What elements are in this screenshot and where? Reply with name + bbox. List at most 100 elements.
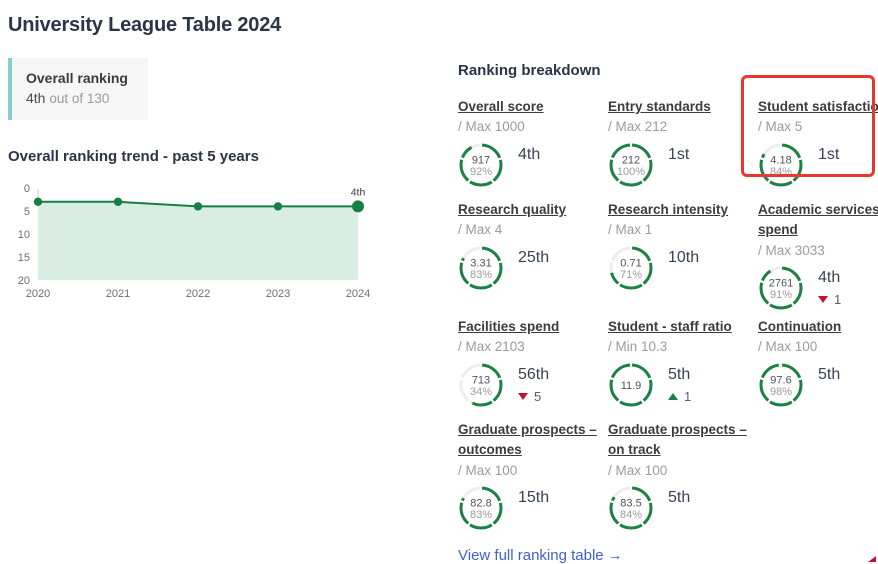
change-amount: 5 [534, 388, 542, 404]
metric-max-label: / Max 5 [758, 119, 803, 135]
svg-text:713: 713 [472, 374, 490, 386]
metric-rank: 5th [668, 489, 691, 507]
metric-card: Student - staff ratio / Min 10.3 11.9 5t… [608, 317, 758, 414]
metric-title-link[interactable]: Research intensity [608, 202, 729, 217]
metric-rank: 25th [518, 248, 550, 266]
metric-rank: 56th [518, 365, 550, 383]
metric-gauge: 11.9 [608, 361, 654, 408]
down-triangle-icon [518, 392, 528, 400]
metric-title-link[interactable]: Facilities spend [458, 319, 560, 335]
metric-card: Research quality / Max 4 3.31 83% 25th [458, 200, 608, 311]
metric-title-link[interactable]: Research quality [458, 202, 567, 217]
svg-text:212: 212 [622, 154, 640, 166]
metric-gauge: 212 100% [608, 141, 654, 188]
metric-rank: 5th [668, 365, 691, 383]
metric-card: Research intensity / Max 1 0.71 71% 10th [608, 200, 758, 311]
svg-text:91%: 91% [770, 289, 792, 301]
metric-gauge: 4.18 84% [758, 141, 804, 188]
ranking-breakdown-heading: Ranking breakdown [458, 62, 601, 79]
metric-gauge: 2761 91% [758, 265, 804, 312]
overall-ranking-value-line: 4th out of 130 [26, 90, 134, 106]
svg-text:11.9: 11.9 [621, 380, 642, 392]
metrics-grid: Overall score / Max 1000 917 92% 4th Ent… [458, 97, 878, 532]
metric-gauge: 83.5 84% [608, 485, 654, 532]
overall-ranking-total: out of 130 [49, 91, 110, 106]
metric-gauge: 97.6 98% [758, 361, 804, 408]
metric-card: Entry standards / Max 212 212 100% 1st [608, 97, 758, 194]
metric-gauge: 82.8 83% [458, 485, 504, 532]
metric-title-link[interactable]: Academic services spend [758, 202, 878, 238]
view-full-table-link[interactable]: View full ranking table → [458, 547, 623, 564]
metric-rank: 4th [818, 269, 841, 287]
svg-text:2023: 2023 [266, 288, 290, 300]
metric-rank: 5th [818, 365, 841, 383]
metric-gauge: 713 34% [458, 361, 504, 408]
svg-text:97.6: 97.6 [770, 374, 791, 386]
svg-text:92%: 92% [470, 166, 492, 178]
metric-card: Academic services spend / Max 3033 2761 … [758, 200, 878, 312]
svg-text:2020: 2020 [26, 288, 50, 300]
metric-title-link[interactable]: Continuation [758, 319, 842, 335]
metric-title-link[interactable]: Graduate prospects – outcomes [458, 422, 597, 458]
svg-text:4th: 4th [351, 186, 366, 198]
metric-max-label: / Max 2103 [458, 339, 525, 355]
overall-ranking-value: 4th [26, 90, 46, 106]
svg-text:2022: 2022 [186, 288, 210, 300]
arrow-right-icon: → [607, 547, 623, 564]
rank-change: 5 [518, 389, 549, 404]
svg-text:98%: 98% [770, 386, 792, 398]
svg-text:917: 917 [472, 154, 490, 166]
svg-text:3.31: 3.31 [470, 257, 491, 269]
metric-rank: 10th [668, 248, 700, 266]
up-triangle-icon [668, 392, 678, 400]
metric-rank: 1st [818, 145, 840, 163]
svg-text:0: 0 [24, 183, 30, 195]
metric-card: Overall score / Max 1000 917 92% 4th [458, 97, 608, 194]
metric-max-label: / Max 1000 [458, 119, 525, 135]
page-title: University League Table 2024 [8, 14, 282, 36]
trend-heading: Overall ranking trend - past 5 years [8, 148, 259, 165]
svg-text:83%: 83% [470, 269, 492, 281]
svg-text:4.18: 4.18 [770, 154, 791, 166]
svg-text:2024: 2024 [346, 288, 370, 300]
svg-text:84%: 84% [770, 166, 792, 178]
metric-max-label: / Max 100 [458, 462, 518, 478]
metric-card: Graduate prospects – outcomes / Max 100 … [458, 420, 608, 532]
overall-ranking-card: Overall ranking 4th out of 130 [8, 58, 148, 120]
ranking-breakdown-section: Ranking breakdown Overall score / Max 10… [458, 62, 878, 564]
view-full-table-label: View full ranking table [458, 547, 604, 564]
metric-gauge: 3.31 83% [458, 244, 504, 291]
metric-title-link[interactable]: Entry standards [608, 99, 711, 114]
svg-text:71%: 71% [620, 269, 642, 281]
metric-card: Graduate prospects – on track / Max 100 … [608, 420, 758, 532]
metric-rank: 1st [668, 145, 690, 163]
svg-text:2761: 2761 [769, 278, 793, 290]
metric-rank: 4th [518, 145, 541, 163]
metric-card: Facilities spend / Max 2103 713 34% 56th… [458, 317, 608, 414]
svg-text:2021: 2021 [106, 288, 130, 300]
metric-card: Continuation / Max 100 97.6 98% 5th [758, 317, 878, 414]
metric-title-link[interactable]: Graduate prospects – on track [608, 422, 747, 458]
metric-max-label: / Max 3033 [758, 242, 825, 258]
metric-card: Student satisfaction / Max 5 4.18 84% 1s… [758, 97, 878, 194]
metric-gauge: 0.71 71% [608, 244, 654, 291]
metric-max-label: / Max 100 [758, 339, 818, 355]
svg-text:34%: 34% [470, 386, 492, 398]
metric-title-link[interactable]: Student satisfaction [758, 99, 878, 114]
metric-max-label: / Max 212 [608, 119, 668, 135]
svg-text:84%: 84% [620, 509, 642, 521]
svg-text:10: 10 [18, 229, 30, 241]
down-triangle-icon [818, 296, 828, 304]
metric-title-link[interactable]: Overall score [458, 99, 544, 114]
svg-text:0.71: 0.71 [620, 257, 641, 269]
change-amount: 1 [834, 292, 842, 308]
metric-title-link[interactable]: Student - staff ratio [608, 319, 732, 335]
svg-text:83%: 83% [470, 509, 492, 521]
change-amount: 1 [684, 388, 692, 404]
svg-text:5: 5 [24, 206, 30, 218]
metric-gauge: 917 92% [458, 141, 504, 188]
rank-change: 1 [668, 389, 691, 404]
svg-text:15: 15 [18, 252, 30, 264]
svg-text:100%: 100% [617, 166, 645, 178]
